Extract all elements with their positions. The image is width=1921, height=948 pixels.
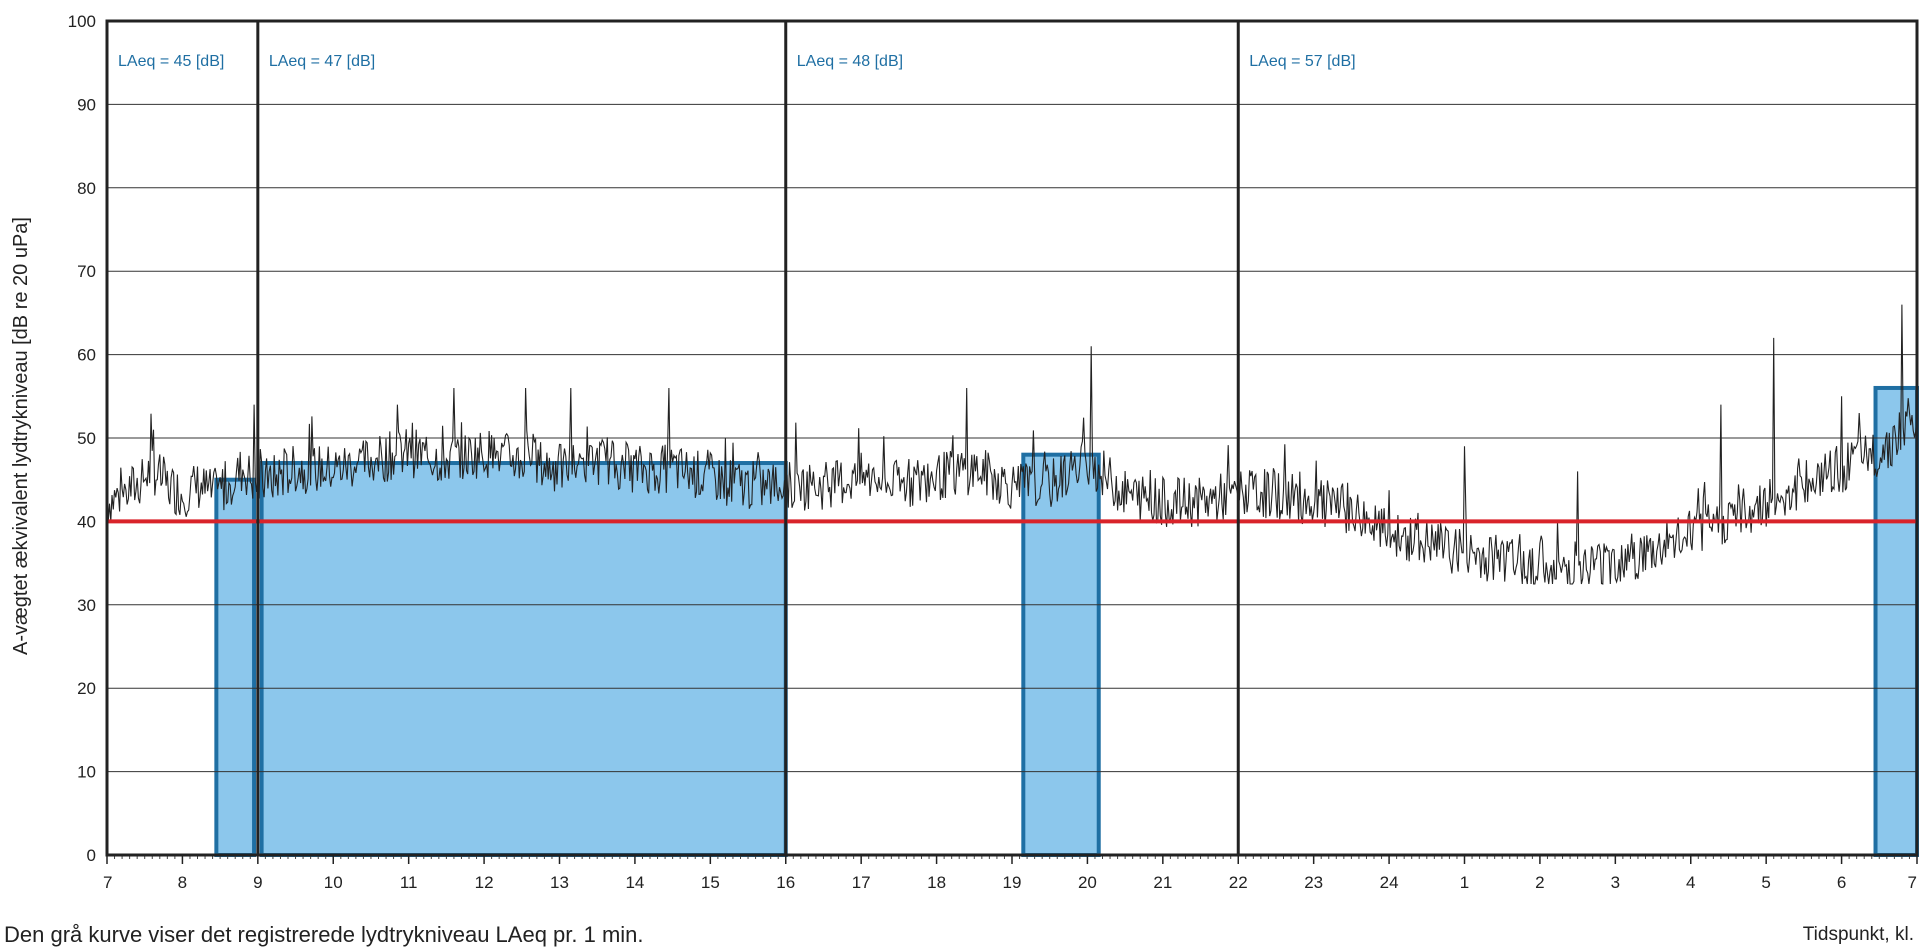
x-tick-label: 10	[324, 873, 343, 892]
noise-curve-line	[106, 304, 1918, 585]
y-tick-label: 0	[87, 846, 96, 865]
x-tick-label: 9	[253, 873, 262, 892]
y-tick-label: 70	[77, 262, 96, 281]
x-tick-label: 23	[1304, 873, 1323, 892]
x-tick-label: 20	[1078, 873, 1097, 892]
laeq-bar-1	[214, 477, 257, 857]
x-tick-label: 12	[475, 873, 494, 892]
y-tick-label: 50	[77, 429, 96, 448]
gridlines	[106, 103, 1918, 864]
x-axis-label: Tidspunkt, kl.	[1803, 924, 1914, 945]
x-tick-label: 2	[1535, 873, 1544, 892]
y-tick-label: 40	[77, 512, 96, 531]
x-tick-label: 6	[1837, 873, 1846, 892]
y-tick-label: 80	[77, 179, 96, 198]
x-tick-label: 11	[400, 873, 418, 892]
x-tick-label: 16	[776, 873, 795, 892]
x-tick-label: 24	[1380, 873, 1399, 892]
laeq-label-3: LAeq = 48 [dB]	[797, 53, 903, 70]
x-tick-label: 3	[1611, 873, 1620, 892]
y-tick-label: 30	[77, 596, 96, 615]
x-tick-label: 13	[550, 873, 569, 892]
x-tick-label: 17	[852, 873, 871, 892]
blue-bars	[214, 385, 1920, 857]
x-tick-label: 14	[625, 873, 644, 892]
x-tick-label: 21	[1153, 873, 1172, 892]
plot-frame	[105, 19, 1919, 857]
laeq-label-1: LAeq = 45 [dB]	[118, 53, 224, 70]
y-tick-label: 90	[77, 95, 96, 114]
y-tick-label: 10	[77, 763, 96, 782]
x-tick-label: 5	[1761, 873, 1770, 892]
x-tick-label: 7	[103, 873, 112, 892]
y-tick-label: 60	[77, 346, 96, 365]
laeq-label-4: LAeq = 57 [dB]	[1249, 53, 1355, 70]
y-tick-label: 100	[68, 12, 96, 31]
x-tick-label: 19	[1003, 873, 1022, 892]
x-tick-label: 15	[701, 873, 720, 892]
x-tick-label: 7	[1908, 873, 1917, 892]
x-tick-label: 18	[927, 873, 946, 892]
laeq-bar-2	[259, 461, 788, 857]
caption: Den grå kurve viser det registrerede lyd…	[4, 922, 644, 947]
laeq-bar-3	[1021, 452, 1101, 857]
noise-curve	[106, 304, 1918, 585]
x-tick-label: 22	[1229, 873, 1248, 892]
plot-border	[105, 19, 1919, 857]
x-tick-label: 8	[178, 873, 187, 892]
x-tick-label: 1	[1460, 873, 1469, 892]
period-dividers	[256, 21, 1240, 855]
x-tick-label: 4	[1686, 873, 1695, 892]
y-tick-label: 20	[77, 679, 96, 698]
laeq-label-2: LAeq = 47 [dB]	[269, 53, 375, 70]
y-axis-label: A-vægtet ækvivalent lydtrykniveau [dB re…	[10, 217, 32, 655]
